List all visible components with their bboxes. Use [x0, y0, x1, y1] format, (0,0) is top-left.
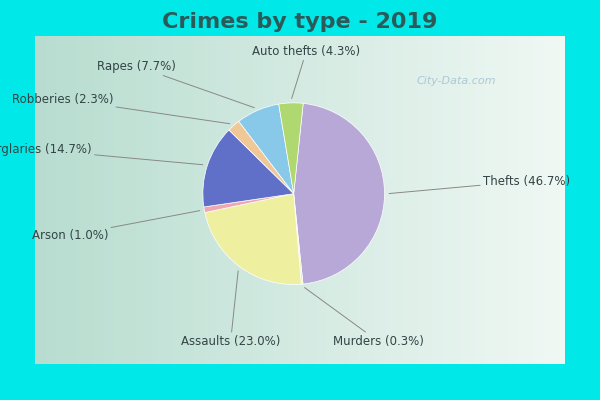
- Text: Rapes (7.7%): Rapes (7.7%): [97, 60, 254, 108]
- Text: Crimes by type - 2019: Crimes by type - 2019: [163, 12, 437, 32]
- Wedge shape: [239, 104, 293, 194]
- Text: Auto thefts (4.3%): Auto thefts (4.3%): [252, 45, 361, 98]
- Text: Assaults (23.0%): Assaults (23.0%): [181, 271, 280, 348]
- Text: Robberies (2.3%): Robberies (2.3%): [12, 92, 230, 124]
- Text: Arson (1.0%): Arson (1.0%): [32, 211, 200, 242]
- Text: City-Data.com: City-Data.com: [416, 76, 496, 86]
- Wedge shape: [293, 194, 303, 284]
- Text: Murders (0.3%): Murders (0.3%): [305, 288, 424, 348]
- Text: Thefts (46.7%): Thefts (46.7%): [389, 174, 570, 194]
- Text: Burglaries (14.7%): Burglaries (14.7%): [0, 143, 203, 165]
- Wedge shape: [205, 194, 301, 284]
- Wedge shape: [204, 194, 293, 212]
- Wedge shape: [229, 121, 293, 194]
- Wedge shape: [293, 103, 385, 284]
- Wedge shape: [279, 103, 303, 194]
- Wedge shape: [203, 130, 293, 207]
